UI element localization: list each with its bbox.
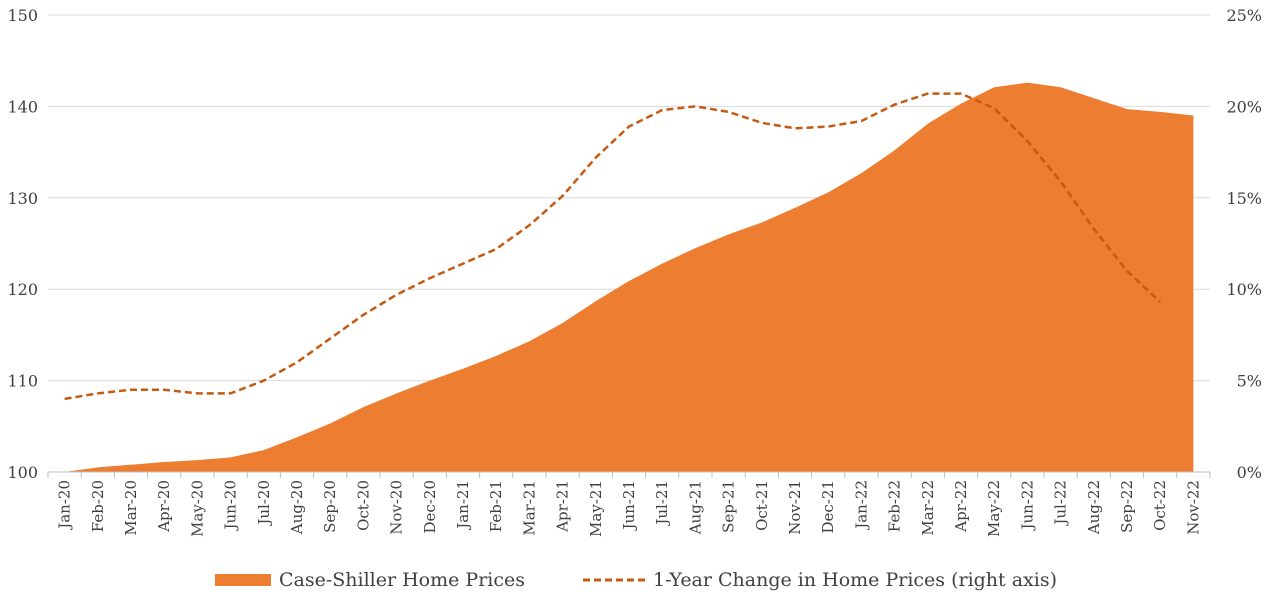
x-tick-label: Jun-22 <box>1018 480 1036 532</box>
left-tick-label: 150 <box>7 6 38 25</box>
x-tick-label: Nov-20 <box>388 480 406 535</box>
left-tick-label: 130 <box>7 189 38 208</box>
legend-line-swatch <box>583 578 645 582</box>
x-tick-label: Mar-21 <box>520 480 538 536</box>
legend: Case-Shiller Home Prices 1-Year Change i… <box>0 566 1272 594</box>
x-tick-label: Oct-21 <box>753 480 771 531</box>
x-tick-label: Aug-22 <box>1085 480 1103 535</box>
x-tick-label: Oct-20 <box>354 480 372 531</box>
right-tick-label: 5% <box>1237 372 1262 391</box>
right-tick-label: 15% <box>1226 189 1262 208</box>
left-tick-label: 120 <box>7 280 38 299</box>
x-tick-label: Jul-21 <box>653 480 671 527</box>
x-tick-label: Mar-20 <box>122 480 140 536</box>
x-tick-label: Apr-22 <box>952 480 970 533</box>
x-tick-label: Jun-20 <box>222 480 240 532</box>
legend-line-label: 1-Year Change in Home Prices (right axis… <box>653 569 1058 591</box>
x-tick-label: Jan-20 <box>56 480 74 531</box>
x-tick-label: Sep-22 <box>1118 480 1136 533</box>
x-tick-label: May-20 <box>188 480 206 537</box>
legend-area-swatch <box>214 574 271 586</box>
area-series <box>64 82 1194 473</box>
x-tick-label: Jan-22 <box>852 480 870 531</box>
x-tick-label: Jul-20 <box>255 480 273 527</box>
x-tick-label: Dec-21 <box>819 480 837 533</box>
x-tick-label: Apr-21 <box>554 480 572 533</box>
x-tick-label: Mar-22 <box>919 480 937 536</box>
left-tick-label: 100 <box>7 463 38 482</box>
right-tick-label: 0% <box>1237 463 1262 482</box>
legend-area-label: Case-Shiller Home Prices <box>278 569 525 591</box>
x-tick-label: Jun-21 <box>620 480 638 532</box>
x-tick-label: Apr-20 <box>155 480 173 533</box>
x-tick-label: Oct-22 <box>1151 480 1169 531</box>
x-tick-label: Feb-21 <box>487 480 505 532</box>
right-axis-ticks: 0% 5% 10% 15% 20% 25% <box>1226 6 1262 482</box>
x-tick-label: Feb-22 <box>886 480 904 532</box>
right-tick-label: 25% <box>1226 6 1262 25</box>
left-tick-label: 110 <box>7 372 38 391</box>
legend-item-area: Case-Shiller Home Prices <box>214 569 525 591</box>
x-tick-label: May-21 <box>587 480 605 537</box>
x-tick-label: Jan-21 <box>454 480 472 531</box>
x-tick-label: Dec-20 <box>421 480 439 533</box>
right-tick-label: 10% <box>1226 280 1262 299</box>
x-tick-label: Sep-20 <box>321 480 339 533</box>
x-tick-label: Aug-20 <box>288 480 306 535</box>
axes <box>47 471 1211 478</box>
left-tick-label: 140 <box>7 97 38 116</box>
x-tick-label: Sep-21 <box>720 480 738 533</box>
x-tick-label: Aug-21 <box>686 480 704 535</box>
right-tick-label: 20% <box>1226 97 1262 116</box>
x-tick-label: Nov-21 <box>786 480 804 535</box>
area-home-prices <box>64 82 1194 473</box>
line-series <box>64 92 1162 401</box>
chart-svg: 100 110 120 130 140 150 0% 5% 10% 15% 20% 25% Jan-… <box>7 6 1262 537</box>
x-tick-label: Feb-20 <box>89 480 107 532</box>
x-tick-label: Nov-22 <box>1184 480 1202 535</box>
x-tick-label: May-22 <box>985 480 1003 537</box>
x-axis-ticks: Jan-20 Feb-20 Mar-20 Apr-20 May-20 Jun-20 Jul-… <box>56 480 1203 537</box>
x-tick-label: Jul-22 <box>1052 480 1070 527</box>
line-yoy-change <box>64 92 1162 401</box>
legend-item-line: 1-Year Change in Home Prices (right axis… <box>583 569 1057 591</box>
left-axis-ticks: 100 110 120 130 140 150 <box>7 6 38 482</box>
